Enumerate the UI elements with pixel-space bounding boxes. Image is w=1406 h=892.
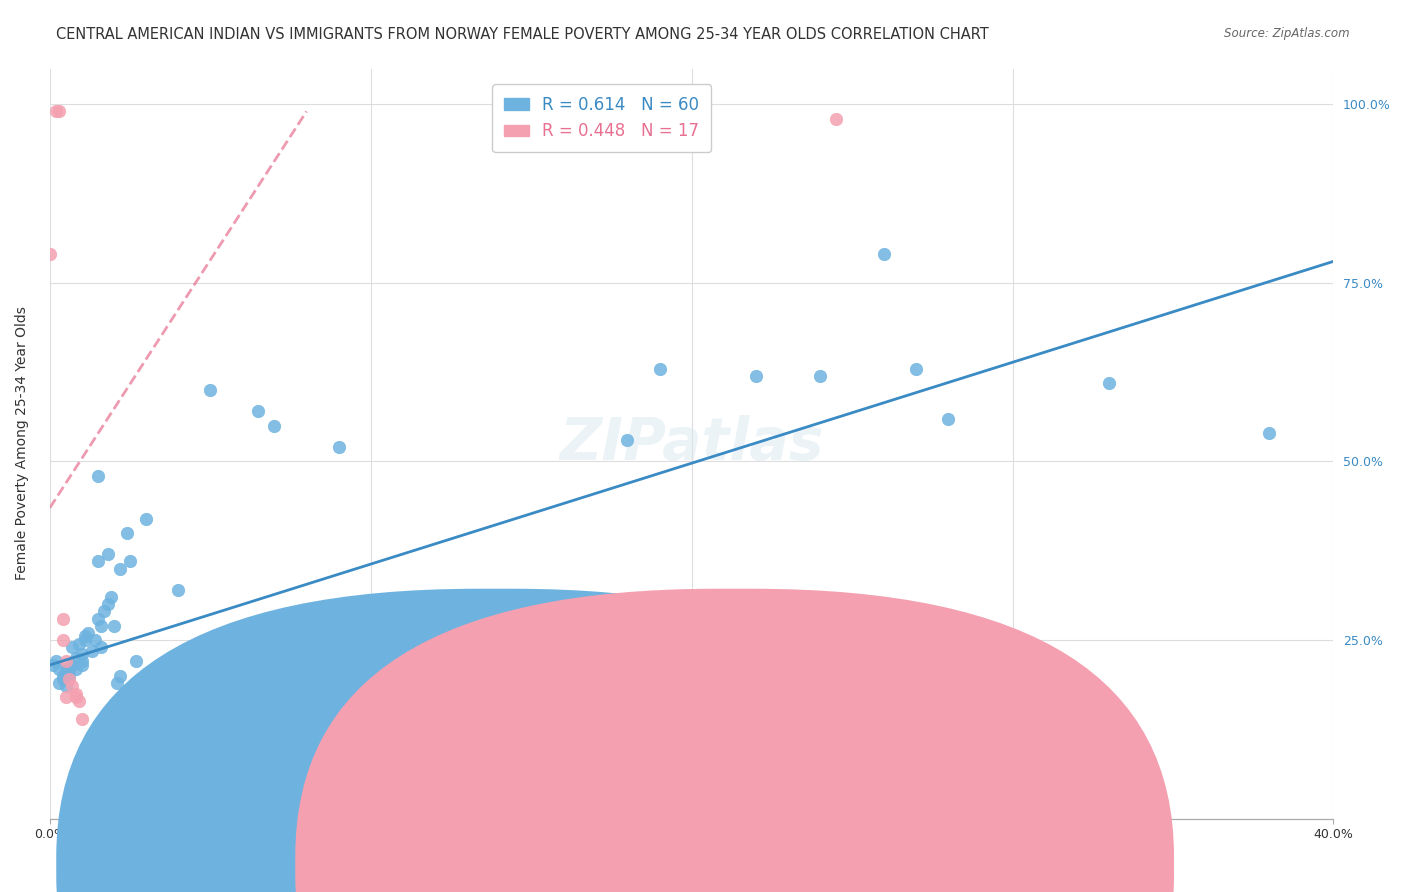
Point	[90, 618, 112, 632]
Point	[125, 655, 148, 669]
Point	[87, 611, 110, 625]
Point	[200, 726, 222, 740]
Point	[52, 632, 75, 647]
Point	[936, 411, 959, 425]
Text: Immigrants from Norway: Immigrants from Norway	[773, 855, 946, 870]
Point	[48, 104, 70, 119]
Point	[55, 680, 77, 694]
Point	[65, 690, 87, 705]
Point	[825, 112, 848, 126]
Text: Central American Indians: Central American Indians	[534, 855, 710, 870]
Point	[616, 433, 638, 447]
Point	[67, 637, 90, 651]
Point	[93, 604, 115, 618]
Point	[145, 755, 167, 769]
Point	[247, 404, 270, 418]
Point	[52, 611, 75, 625]
Point	[167, 582, 190, 597]
Point	[873, 247, 896, 261]
Point	[48, 662, 70, 676]
Point	[808, 368, 831, 383]
Point	[745, 368, 768, 383]
Point	[103, 618, 125, 632]
Point	[77, 625, 100, 640]
Point	[100, 590, 122, 604]
Point	[263, 418, 285, 433]
Point	[52, 669, 75, 683]
Point	[42, 658, 65, 673]
Point	[1258, 425, 1281, 440]
Point	[75, 632, 97, 647]
Point	[58, 673, 80, 687]
Point	[70, 655, 93, 669]
Point	[55, 662, 77, 676]
Point	[328, 440, 350, 454]
Point	[97, 547, 120, 561]
Point	[97, 597, 120, 611]
Point	[52, 673, 75, 687]
Point	[115, 525, 138, 540]
Point	[60, 640, 83, 655]
Point	[60, 658, 83, 673]
Legend: R = 0.614   N = 60, R = 0.448   N = 17: R = 0.614 N = 60, R = 0.448 N = 17	[492, 85, 711, 152]
Text: CENTRAL AMERICAN INDIAN VS IMMIGRANTS FROM NORWAY FEMALE POVERTY AMONG 25-34 YEA: CENTRAL AMERICAN INDIAN VS IMMIGRANTS FR…	[56, 27, 988, 42]
Point	[55, 690, 77, 705]
Point	[105, 676, 128, 690]
Point	[905, 361, 928, 376]
Point	[87, 554, 110, 568]
Point	[45, 655, 67, 669]
Point	[110, 561, 132, 575]
Point	[87, 719, 110, 733]
Point	[55, 655, 77, 669]
Point	[160, 680, 183, 694]
Point	[120, 554, 142, 568]
Point	[87, 468, 110, 483]
Point	[1098, 376, 1121, 390]
Point	[83, 632, 105, 647]
Point	[90, 640, 112, 655]
Point	[648, 361, 671, 376]
Point	[97, 715, 120, 730]
Point	[55, 673, 77, 687]
Point	[75, 629, 97, 643]
Point	[70, 712, 93, 726]
Point	[38, 247, 60, 261]
Point	[122, 737, 145, 751]
Point	[65, 687, 87, 701]
Point	[128, 673, 150, 687]
Point	[58, 669, 80, 683]
Point	[488, 112, 510, 126]
Point	[58, 662, 80, 676]
Point	[70, 658, 93, 673]
Point	[67, 694, 90, 708]
Point	[45, 104, 67, 119]
Point	[80, 644, 103, 658]
Text: ZIPatlas: ZIPatlas	[560, 415, 824, 472]
Point	[60, 680, 83, 694]
Point	[70, 648, 93, 662]
Point	[135, 511, 157, 525]
Point	[200, 383, 222, 397]
Text: Source: ZipAtlas.com: Source: ZipAtlas.com	[1225, 27, 1350, 40]
Point	[65, 651, 87, 665]
Point	[110, 669, 132, 683]
Y-axis label: Female Poverty Among 25-34 Year Olds: Female Poverty Among 25-34 Year Olds	[15, 307, 30, 581]
Point	[65, 662, 87, 676]
Point	[48, 676, 70, 690]
